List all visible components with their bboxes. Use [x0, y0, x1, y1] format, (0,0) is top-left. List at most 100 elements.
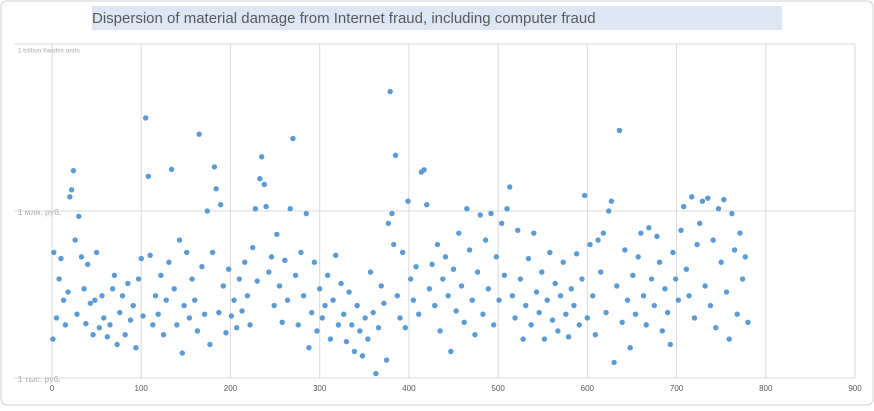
point — [87, 300, 94, 306]
point — [707, 302, 714, 309]
point — [220, 283, 227, 289]
point — [111, 272, 118, 278]
point — [381, 300, 387, 306]
point — [742, 254, 748, 260]
point — [385, 220, 392, 227]
point — [592, 331, 599, 338]
point — [584, 315, 591, 321]
title-box — [92, 6, 782, 30]
point — [565, 334, 572, 340]
point — [282, 257, 288, 264]
point — [349, 322, 355, 328]
point — [424, 201, 430, 208]
point — [410, 297, 417, 303]
point — [257, 176, 263, 182]
point — [76, 213, 82, 220]
point — [186, 315, 193, 321]
point — [81, 286, 87, 292]
point — [92, 297, 98, 303]
point — [557, 293, 564, 299]
point — [547, 249, 553, 256]
point — [261, 181, 268, 188]
point — [284, 297, 291, 303]
point — [731, 247, 738, 253]
point — [407, 276, 414, 282]
point — [145, 173, 152, 180]
point — [656, 259, 663, 265]
point — [654, 233, 660, 240]
point — [568, 286, 574, 292]
point — [295, 322, 301, 328]
point — [490, 322, 497, 328]
point — [429, 261, 435, 268]
point — [308, 309, 315, 316]
point — [242, 259, 248, 265]
point — [606, 208, 612, 214]
point — [83, 320, 89, 327]
point — [239, 308, 245, 314]
point — [271, 302, 277, 309]
point — [163, 297, 169, 303]
point — [216, 309, 222, 316]
point — [399, 249, 406, 256]
point — [392, 152, 399, 159]
point — [250, 244, 256, 251]
point — [640, 293, 647, 299]
point — [469, 297, 475, 303]
point — [247, 322, 253, 328]
point — [351, 348, 358, 355]
point — [579, 276, 585, 282]
point — [678, 227, 684, 234]
point — [213, 186, 219, 192]
point — [638, 230, 644, 236]
point — [279, 319, 285, 326]
point — [266, 269, 272, 275]
point — [84, 261, 91, 268]
x-tick-label: 600 — [581, 384, 595, 393]
point — [576, 322, 583, 328]
point — [135, 276, 142, 282]
x-tick-label: 700 — [670, 384, 684, 393]
point — [477, 212, 483, 218]
point — [670, 249, 676, 256]
point — [515, 227, 521, 234]
point — [571, 302, 577, 309]
x-tick-label: 800 — [759, 384, 773, 393]
point — [127, 317, 134, 323]
point — [174, 322, 180, 328]
point — [370, 309, 376, 316]
point — [300, 293, 307, 299]
point — [199, 263, 205, 270]
point — [560, 259, 566, 265]
point — [74, 311, 80, 317]
point — [421, 167, 427, 173]
x-tick-label: 900 — [848, 384, 862, 393]
point — [181, 302, 187, 309]
point — [496, 297, 502, 303]
chart-title: Dispersion of material damage from Inter… — [92, 10, 596, 27]
point — [67, 194, 73, 200]
point — [622, 247, 628, 253]
point — [659, 328, 665, 334]
point — [737, 230, 743, 236]
point — [68, 187, 75, 193]
point — [528, 322, 534, 328]
point — [258, 154, 265, 160]
point — [563, 311, 569, 317]
point — [65, 289, 71, 295]
point — [62, 322, 69, 328]
point — [675, 297, 682, 303]
point — [322, 302, 328, 309]
point — [718, 259, 724, 265]
point — [383, 357, 390, 363]
point — [458, 283, 465, 289]
point — [734, 311, 740, 317]
point — [196, 131, 202, 137]
point — [448, 348, 454, 355]
point — [402, 325, 409, 331]
point — [72, 237, 78, 243]
point — [680, 203, 687, 210]
point — [397, 315, 403, 321]
point — [389, 210, 395, 217]
point — [138, 255, 144, 262]
